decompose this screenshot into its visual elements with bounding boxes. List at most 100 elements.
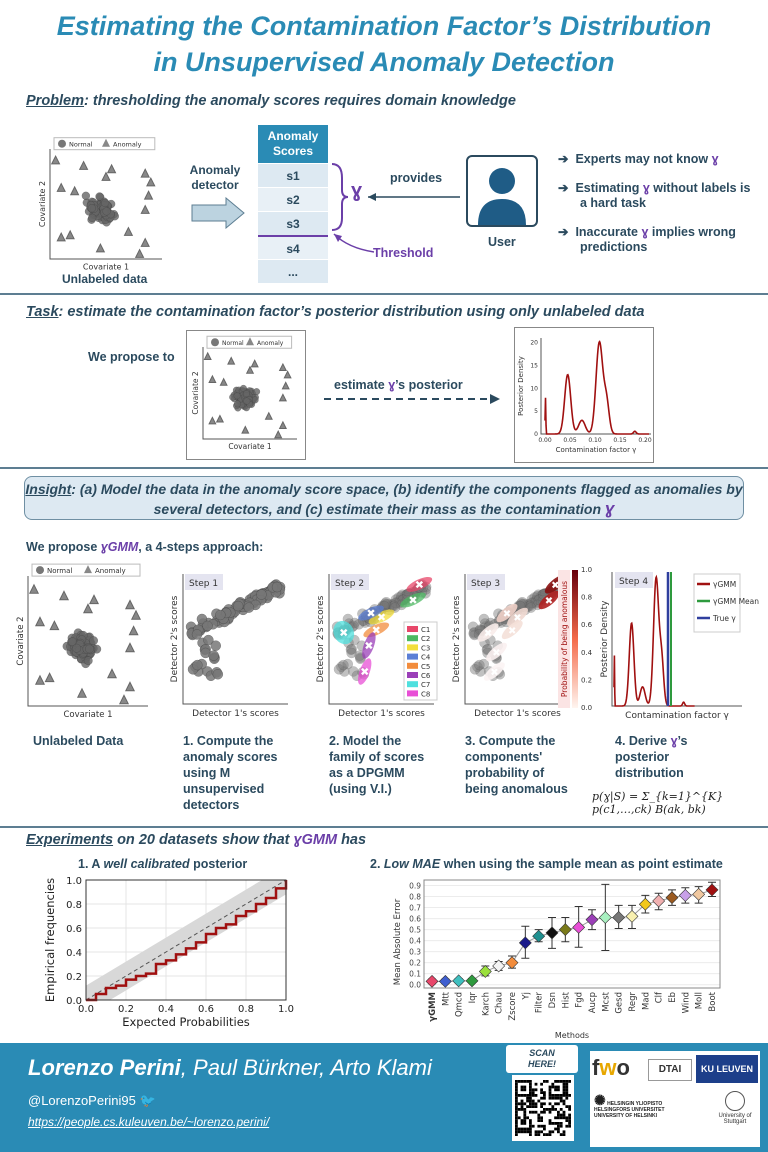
qr-module — [520, 1085, 524, 1089]
anomaly-point — [88, 594, 100, 605]
anomaly-point — [95, 242, 106, 253]
svg-text:C7: C7 — [421, 681, 430, 689]
problem-bullets: ➔ Experts may not know ɣ ➔ Estimating ɣ … — [558, 152, 758, 255]
subheading-calibration: 1. A well calibrated posterior — [78, 857, 248, 871]
qr-module — [520, 1102, 524, 1106]
x-axis-label: Detector 1's scores — [338, 709, 425, 719]
qr-module — [565, 1080, 569, 1083]
y-tick: 20 — [530, 340, 538, 347]
homepage-link[interactable]: https://people.cs.kuleuven.be/~lorenzo.p… — [28, 1115, 270, 1129]
anomaly-point — [34, 616, 46, 627]
score-point — [191, 629, 203, 640]
y-tick: 0.1 — [409, 970, 421, 979]
calibration-line — [86, 880, 288, 1002]
score-cell: s3 — [258, 211, 328, 235]
mean-marker — [438, 974, 452, 988]
score-point — [524, 600, 536, 612]
qr-module — [557, 1094, 560, 1097]
score-point — [349, 617, 360, 629]
dashed-arrow — [324, 394, 500, 404]
qr-module — [565, 1116, 569, 1120]
qr-module — [531, 1088, 535, 1092]
qr-module — [517, 1127, 521, 1131]
component-center-icon: ✖ — [484, 629, 492, 640]
qr-module — [551, 1122, 555, 1125]
twitter-handle[interactable]: @LorenzoPerini95 🐦 — [28, 1093, 156, 1108]
qr-module — [515, 1133, 518, 1136]
qr-module — [523, 1119, 527, 1122]
mean-marker — [625, 909, 639, 923]
authors: Lorenzo Perini, Paul Bürkner, Arto Klami — [28, 1055, 432, 1080]
y-tick: 0.0 — [66, 996, 82, 1007]
provides-label: provides — [390, 171, 443, 185]
anomaly-point — [124, 681, 136, 692]
qr-module — [557, 1122, 560, 1125]
qr-module — [531, 1110, 535, 1114]
qr-module — [520, 1127, 524, 1131]
category-label: Hist — [561, 991, 571, 1008]
category-label: Moll — [695, 992, 705, 1009]
y-tick: 0.5 — [409, 926, 421, 935]
normal-point — [88, 213, 97, 222]
qr-module — [526, 1127, 529, 1131]
normal-point — [234, 400, 242, 408]
score-point — [232, 600, 244, 612]
x-axis-label: Contamination factor γ — [625, 711, 729, 721]
category-label: Mcst — [601, 991, 611, 1011]
y-axis-label: Detector 2's scores — [452, 595, 462, 682]
normal-point — [101, 198, 110, 207]
anomaly-point — [128, 625, 139, 636]
qr-module — [515, 1108, 518, 1111]
qr-module — [551, 1130, 555, 1134]
qr-module — [529, 1096, 532, 1100]
poster-title: Estimating the Contamination Factor’s Di… — [56, 11, 712, 77]
right-arrow-icon — [191, 197, 245, 229]
qr-module — [517, 1108, 521, 1111]
component-center-icon: ✖ — [364, 640, 373, 653]
category-label: Wind — [681, 992, 691, 1013]
qr-module — [548, 1130, 552, 1134]
qr-module — [562, 1133, 566, 1136]
qr-module — [551, 1094, 555, 1097]
qr-module — [557, 1096, 560, 1100]
qr-module — [523, 1088, 527, 1092]
qr-module — [515, 1088, 518, 1092]
axes — [202, 347, 297, 440]
x-axis-label: Detector 1's scores — [192, 709, 279, 719]
x-tick: 0.15 — [613, 437, 627, 444]
qr-module — [534, 1130, 538, 1134]
score-point — [517, 597, 528, 608]
user-avatar — [466, 155, 538, 227]
qr-module — [543, 1096, 546, 1100]
qr-module — [543, 1110, 546, 1114]
score-point — [530, 595, 542, 606]
detector-label: Anomaly detector — [189, 163, 241, 192]
category-label: Chau — [495, 992, 505, 1014]
qr-module — [526, 1099, 529, 1103]
plot-frame — [423, 879, 721, 989]
y-tick: 0.9 — [409, 882, 421, 891]
svg-text:Anomaly: Anomaly — [257, 340, 284, 347]
component-ellipse — [538, 590, 560, 610]
scatter-legend: Normal Anomaly — [31, 563, 141, 577]
qr-module — [568, 1080, 571, 1083]
mean-marker — [612, 911, 626, 924]
svg-text:C8: C8 — [421, 690, 430, 698]
score-point — [212, 669, 224, 680]
anomaly-point — [140, 204, 150, 214]
colorbar-tick: 0.4 — [581, 649, 593, 657]
qr-code[interactable] — [512, 1075, 574, 1141]
qr-module — [548, 1119, 552, 1122]
qr-module — [562, 1116, 566, 1120]
qr-module — [554, 1127, 557, 1131]
qr-module — [557, 1110, 560, 1114]
x-tick: 0.2 — [118, 1004, 134, 1015]
qr-module — [548, 1102, 552, 1106]
step-badge — [331, 574, 369, 590]
anomaly-point — [69, 185, 80, 196]
component-center-icon: ✖ — [490, 668, 498, 679]
anomaly-point — [215, 414, 225, 423]
y-tick: 15 — [530, 362, 538, 369]
caption-step3: 3. Compute the components' probability o… — [465, 734, 568, 796]
qr-module — [554, 1085, 557, 1089]
